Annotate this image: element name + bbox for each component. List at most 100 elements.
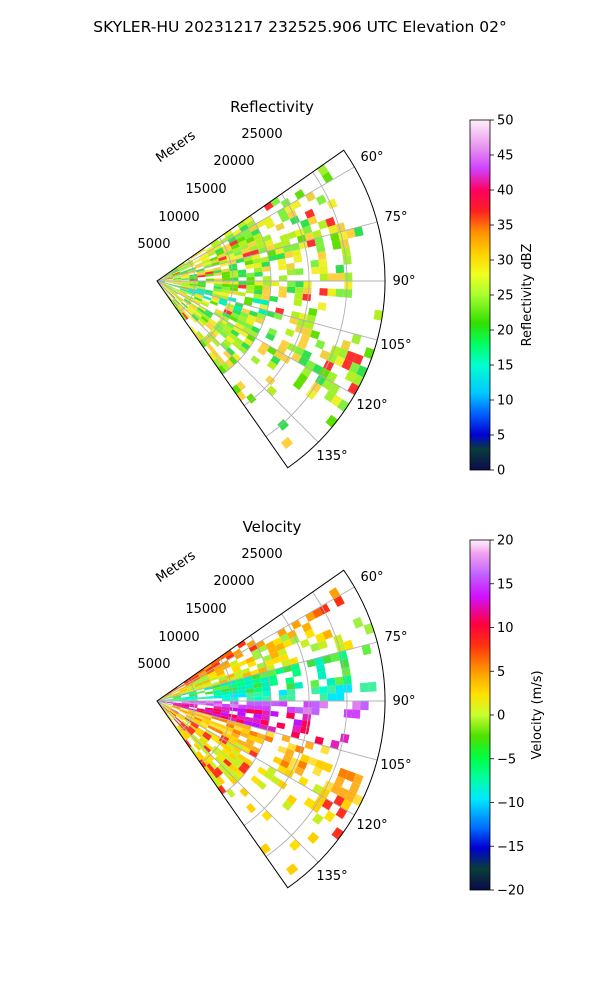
- range-ring: [222, 215, 272, 375]
- echo-cell: [353, 226, 364, 237]
- echo-cell: [221, 283, 231, 288]
- colorbar-tick-label: 15: [497, 577, 514, 592]
- echo-cell: [327, 224, 338, 235]
- echo-cell: [253, 289, 263, 295]
- echo-cell: [260, 342, 270, 351]
- echo-cell: [238, 315, 248, 323]
- azimuth-spoke: [156, 700, 378, 761]
- azimuth-spoke: [156, 280, 378, 341]
- echo-cell: [213, 701, 223, 704]
- echo-cell: [213, 692, 222, 696]
- echo-cell: [180, 285, 190, 288]
- echo-cell: [208, 330, 217, 339]
- echo-cell: [199, 723, 208, 730]
- echo-cell: [292, 249, 302, 257]
- echo-cell: [315, 194, 327, 206]
- echo-cell: [215, 323, 224, 331]
- echo-cell: [281, 734, 291, 743]
- echo-cell: [211, 681, 220, 687]
- echo-cell: [286, 712, 295, 720]
- echo-cell: [221, 327, 231, 336]
- echo-cell: [164, 284, 172, 289]
- echo-cell: [197, 284, 206, 288]
- echo-cell: [181, 702, 190, 704]
- echo-cell: [222, 663, 231, 670]
- echo-cell: [200, 254, 209, 261]
- echo-cell: [227, 236, 237, 244]
- echo-cell: [173, 283, 182, 286]
- echo-cell: [281, 800, 293, 811]
- echo-cell: [337, 347, 349, 359]
- echo-cell: [323, 810, 336, 823]
- echo-cell: [304, 628, 315, 639]
- echo-cell: [207, 670, 216, 677]
- echo-cell: [209, 720, 219, 726]
- echo-cell: [187, 685, 196, 690]
- echo-cell: [181, 698, 190, 700]
- echo-cell: [212, 266, 222, 272]
- range-axis-label: Meters: [153, 128, 198, 166]
- echo-cell: [182, 720, 190, 728]
- echo-cell: [248, 310, 258, 318]
- echo-cell: [253, 293, 262, 300]
- echo-cell: [181, 301, 189, 309]
- echo-cell: [245, 288, 255, 294]
- echo-cell: [203, 683, 213, 689]
- echo-cell: [294, 287, 304, 294]
- echo-cell: [294, 707, 304, 714]
- echo-cell: [191, 674, 200, 681]
- colorbar-tick-label: 5: [497, 429, 505, 444]
- echo-cell: [232, 308, 242, 316]
- echo-cell: [293, 719, 303, 727]
- echo-cell: [252, 652, 263, 661]
- echo-cell: [202, 679, 211, 685]
- echo-cell: [252, 678, 262, 684]
- echo-cell: [226, 676, 236, 682]
- wedge-outline: [156, 569, 386, 889]
- echo-cell: [243, 675, 253, 682]
- echo-cell: [254, 281, 263, 286]
- echo-cell: [201, 299, 210, 306]
- echo-cell: [204, 686, 213, 691]
- echo-cell: [225, 755, 235, 764]
- echo-cell: [237, 753, 247, 762]
- echo-cell: [218, 237, 228, 245]
- echo-cell: [212, 710, 222, 716]
- echo-cell: [317, 639, 328, 650]
- echo-cell: [262, 290, 271, 296]
- echo-cell: [228, 683, 238, 689]
- echo-cell: [197, 286, 206, 290]
- echo-cell: [223, 246, 233, 253]
- echo-cell: [266, 346, 277, 356]
- echo-cell: [176, 726, 184, 734]
- echo-cell: [221, 703, 231, 708]
- echo-cell: [337, 399, 350, 412]
- echo-cell: [162, 287, 168, 294]
- echo-cell: [314, 736, 324, 746]
- echo-cell: [312, 766, 323, 777]
- echo-cell: [230, 701, 239, 705]
- echo-cell: [278, 264, 287, 271]
- echo-cell: [193, 680, 203, 686]
- echo-cell: [188, 305, 196, 313]
- echo-cell: [253, 267, 263, 273]
- echo-cell: [302, 293, 312, 302]
- echo-cell: [172, 275, 182, 279]
- echo-cell: [246, 276, 255, 281]
- echo-cell: [164, 694, 173, 699]
- echo-cell: [181, 278, 190, 280]
- echo-cell: [180, 733, 187, 741]
- echo-cell: [228, 752, 237, 761]
- echo-cell: [260, 256, 270, 263]
- range-ring: [200, 237, 234, 344]
- echo-cell: [234, 757, 244, 766]
- echo-cell: [178, 266, 187, 271]
- echo-cell: [238, 704, 247, 709]
- echo-cell: [264, 659, 274, 667]
- echo-cell: [299, 218, 310, 229]
- echo-cell: [225, 335, 235, 344]
- echo-cell: [337, 767, 349, 779]
- echo-cell: [163, 286, 170, 292]
- echo-cell: [244, 296, 254, 303]
- echo-cell: [189, 695, 198, 699]
